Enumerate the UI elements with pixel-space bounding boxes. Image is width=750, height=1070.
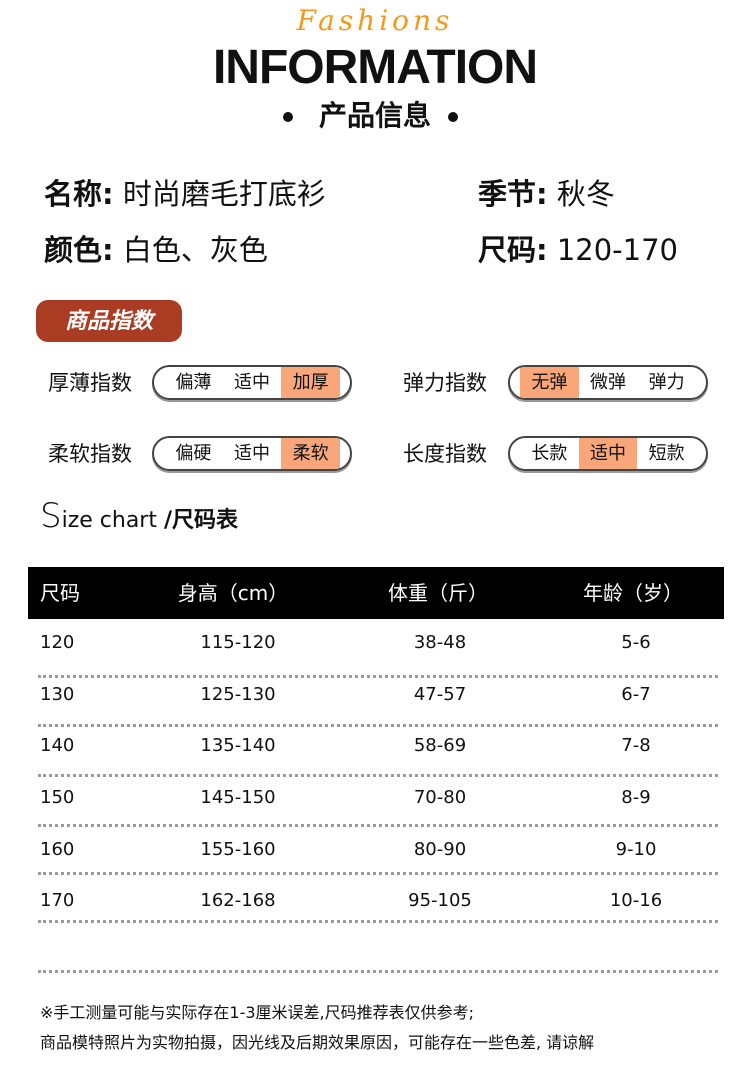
size-chart-title: Size chart /尺码表 xyxy=(40,496,238,541)
header-weight: 体重（斤） xyxy=(388,581,488,605)
info-name: 名称: 时尚磨毛打底衫 xyxy=(44,176,326,212)
row-divider xyxy=(38,920,718,923)
index-option: 适中 xyxy=(234,372,270,393)
note-line: ※手工测量可能与实际存在1-3厘米误差,尺码推荐表仅供参考; xyxy=(40,1003,475,1022)
row-divider xyxy=(38,774,718,777)
cell-size: 160 xyxy=(40,839,75,860)
info-label: 名称: xyxy=(44,177,114,211)
cell-age: 8-9 xyxy=(621,787,651,808)
cell-size: 130 xyxy=(40,684,75,705)
cell-age: 9-10 xyxy=(615,839,657,860)
header-height: 身高（cm） xyxy=(177,581,289,605)
note-line: 商品模特照片为实物拍摄，因光线及后期效果原因，可能存在一些色差, 请谅解 xyxy=(40,1033,595,1052)
table-row: 140 135-140 58-69 7-8 xyxy=(28,733,724,773)
index-label: 厚薄指数 xyxy=(48,371,132,395)
index-option: 长款 xyxy=(531,443,568,464)
cell-weight: 38-48 xyxy=(413,632,467,653)
row-divider xyxy=(38,970,718,973)
info-value: 时尚磨毛打底衫 xyxy=(122,177,326,211)
row-divider xyxy=(38,872,718,875)
info-season: 季节: 秋冬 xyxy=(478,176,615,212)
row-divider xyxy=(38,724,718,727)
index-option: 偏薄 xyxy=(175,372,212,393)
info-label: 尺码: xyxy=(478,233,548,267)
cell-age: 10-16 xyxy=(609,890,663,911)
table-row: 120 115-120 38-48 5-6 xyxy=(28,630,724,670)
header-size: 尺码 xyxy=(40,581,80,605)
table-header: 尺码 身高（cm） 体重（斤） 年龄（岁） xyxy=(28,567,724,619)
index-selector: 偏硬 适中 柔软 xyxy=(152,436,352,471)
index-option: 适中 xyxy=(578,438,638,469)
fashions-script: Fashions xyxy=(296,4,454,37)
cell-weight: 80-90 xyxy=(413,839,467,860)
info-value: 白色、灰色 xyxy=(122,233,268,267)
bullet-dot-icon xyxy=(448,112,458,122)
title-initial: S xyxy=(40,496,62,536)
index-badge: 商品指数 xyxy=(36,300,182,342)
table-row: 160 155-160 80-90 9-10 xyxy=(28,837,724,877)
table-row: 150 145-150 70-80 8-9 xyxy=(28,785,724,825)
index-label: 柔软指数 xyxy=(48,442,132,466)
cell-weight: 47-57 xyxy=(413,684,467,705)
info-size: 尺码: 120-170 xyxy=(478,232,678,268)
cell-size: 150 xyxy=(40,787,75,808)
index-option: 短款 xyxy=(648,443,685,464)
cell-height: 125-130 xyxy=(200,684,276,705)
index-option: 柔软 xyxy=(281,438,341,469)
index-option: 适中 xyxy=(234,443,270,464)
index-option: 偏硬 xyxy=(175,443,212,464)
information-logo: INFORMATION xyxy=(212,41,538,94)
info-color: 颜色: 白色、灰色 xyxy=(44,232,268,268)
row-divider xyxy=(38,675,718,678)
index-option: 微弹 xyxy=(590,372,626,393)
row-divider xyxy=(38,824,718,827)
cell-size: 120 xyxy=(40,632,75,653)
index-option: 弹力 xyxy=(648,372,685,393)
cell-weight: 95-105 xyxy=(408,890,472,911)
cell-size: 140 xyxy=(40,735,75,756)
header-age: 年龄（岁） xyxy=(583,581,683,605)
index-selector: 无弹 微弹 弹力 xyxy=(508,365,708,400)
title-cn: /尺码表 xyxy=(163,508,239,533)
cell-height: 162-168 xyxy=(200,890,276,911)
bullet-dot-icon xyxy=(283,112,293,122)
index-label: 长度指数 xyxy=(403,442,487,466)
cell-height: 135-140 xyxy=(200,735,276,756)
index-option: 加厚 xyxy=(281,367,341,398)
cell-age: 7-8 xyxy=(621,735,651,756)
index-label: 弹力指数 xyxy=(403,371,487,395)
index-option: 无弹 xyxy=(520,367,579,398)
index-selector: 长款 适中 短款 xyxy=(508,436,708,471)
cell-height: 155-160 xyxy=(200,839,276,860)
cell-weight: 70-80 xyxy=(413,787,467,808)
table-row: 170 162-168 95-105 10-16 xyxy=(28,888,724,928)
cell-height: 115-120 xyxy=(200,632,276,653)
index-selector: 偏薄 适中 加厚 xyxy=(152,365,352,400)
info-value: 秋冬 xyxy=(556,177,615,211)
cell-height: 145-150 xyxy=(200,787,276,808)
cell-age: 6-7 xyxy=(621,684,651,705)
cell-size: 170 xyxy=(40,890,75,911)
table-row: 130 125-130 47-57 6-7 xyxy=(28,682,724,722)
info-value: 120-170 xyxy=(556,233,678,267)
cell-weight: 58-69 xyxy=(413,735,467,756)
info-label: 季节: xyxy=(478,177,548,211)
title-rest: ize chart xyxy=(61,508,157,533)
section-subtitle: 产品信息 xyxy=(318,99,431,132)
cell-age: 5-6 xyxy=(621,632,651,653)
info-label: 颜色: xyxy=(44,233,114,267)
